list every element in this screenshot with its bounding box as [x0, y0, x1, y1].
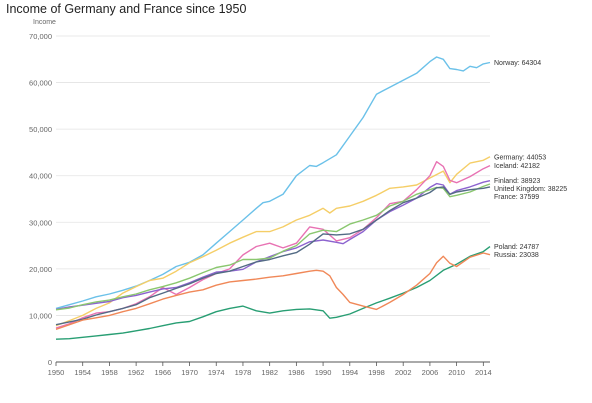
x-tick-label: 1954 [74, 368, 91, 377]
series-line-germany [55, 156, 491, 327]
y-tick-label: 10,000 [29, 311, 52, 320]
x-tick-label: 1998 [368, 368, 385, 377]
x-tick-label: 2002 [395, 368, 412, 377]
series-line-iceland [55, 160, 491, 329]
series-end-labels: Norway: 64304 Germany: 44053 Iceland: 4218… [494, 60, 567, 259]
y-tick-label: 40,000 [29, 172, 52, 181]
end-label-poland: Poland: 24787 [494, 244, 539, 251]
x-tick-label: 1970 [181, 368, 198, 377]
series-line-norway [55, 56, 491, 310]
axes [55, 361, 490, 366]
end-label-france: France: 37599 [494, 194, 539, 201]
x-tick-label: 1974 [208, 368, 225, 377]
y-tick-label: 60,000 [29, 79, 52, 88]
x-tick-label: 2014 [475, 368, 492, 377]
gridlines [56, 35, 490, 316]
series-lines [55, 56, 491, 340]
end-label-russia: Russia: 23038 [494, 252, 539, 259]
x-tick-label: 1966 [154, 368, 171, 377]
end-label-norway: Norway: 64304 [494, 60, 541, 67]
x-tick-label: 1994 [341, 368, 358, 377]
y-tick-label: 20,000 [29, 265, 52, 274]
x-tick-label: 1950 [48, 368, 65, 377]
x-tick-label: 2010 [448, 368, 465, 377]
y-tick-label: 0 [48, 358, 52, 367]
y-tick-label: 70,000 [29, 32, 52, 41]
series-line-finland [55, 180, 491, 311]
x-tick-label: 1990 [315, 368, 332, 377]
x-tick-label: 1978 [235, 368, 252, 377]
end-label-germany: Germany: 44053 [494, 154, 546, 161]
y-tick-label: 30,000 [29, 218, 52, 227]
end-label-finland: Finland: 38923 [494, 178, 540, 185]
end-label-united-kingdom: United Kingdom: 38225 [494, 186, 567, 193]
x-tick-label: 1982 [261, 368, 278, 377]
x-tick-label: 1958 [101, 368, 118, 377]
y-axis-label: Income [33, 19, 56, 26]
x-tick-label: 1986 [288, 368, 305, 377]
x-tick-label: 1962 [128, 368, 145, 377]
y-tick-label: 50,000 [29, 125, 52, 134]
end-label-iceland: Iceland: 42182 [494, 163, 540, 170]
x-tick-label: 2006 [422, 368, 439, 377]
chart-title: Income of Germany and France since 1950 [6, 2, 247, 16]
series-line-poland [55, 246, 491, 340]
tick-labels: 0 10,000 20,000 30,000 40,000 50,000 60,000 70,… [29, 19, 492, 377]
series-line-russia [55, 252, 491, 331]
series-line-france [55, 186, 491, 326]
